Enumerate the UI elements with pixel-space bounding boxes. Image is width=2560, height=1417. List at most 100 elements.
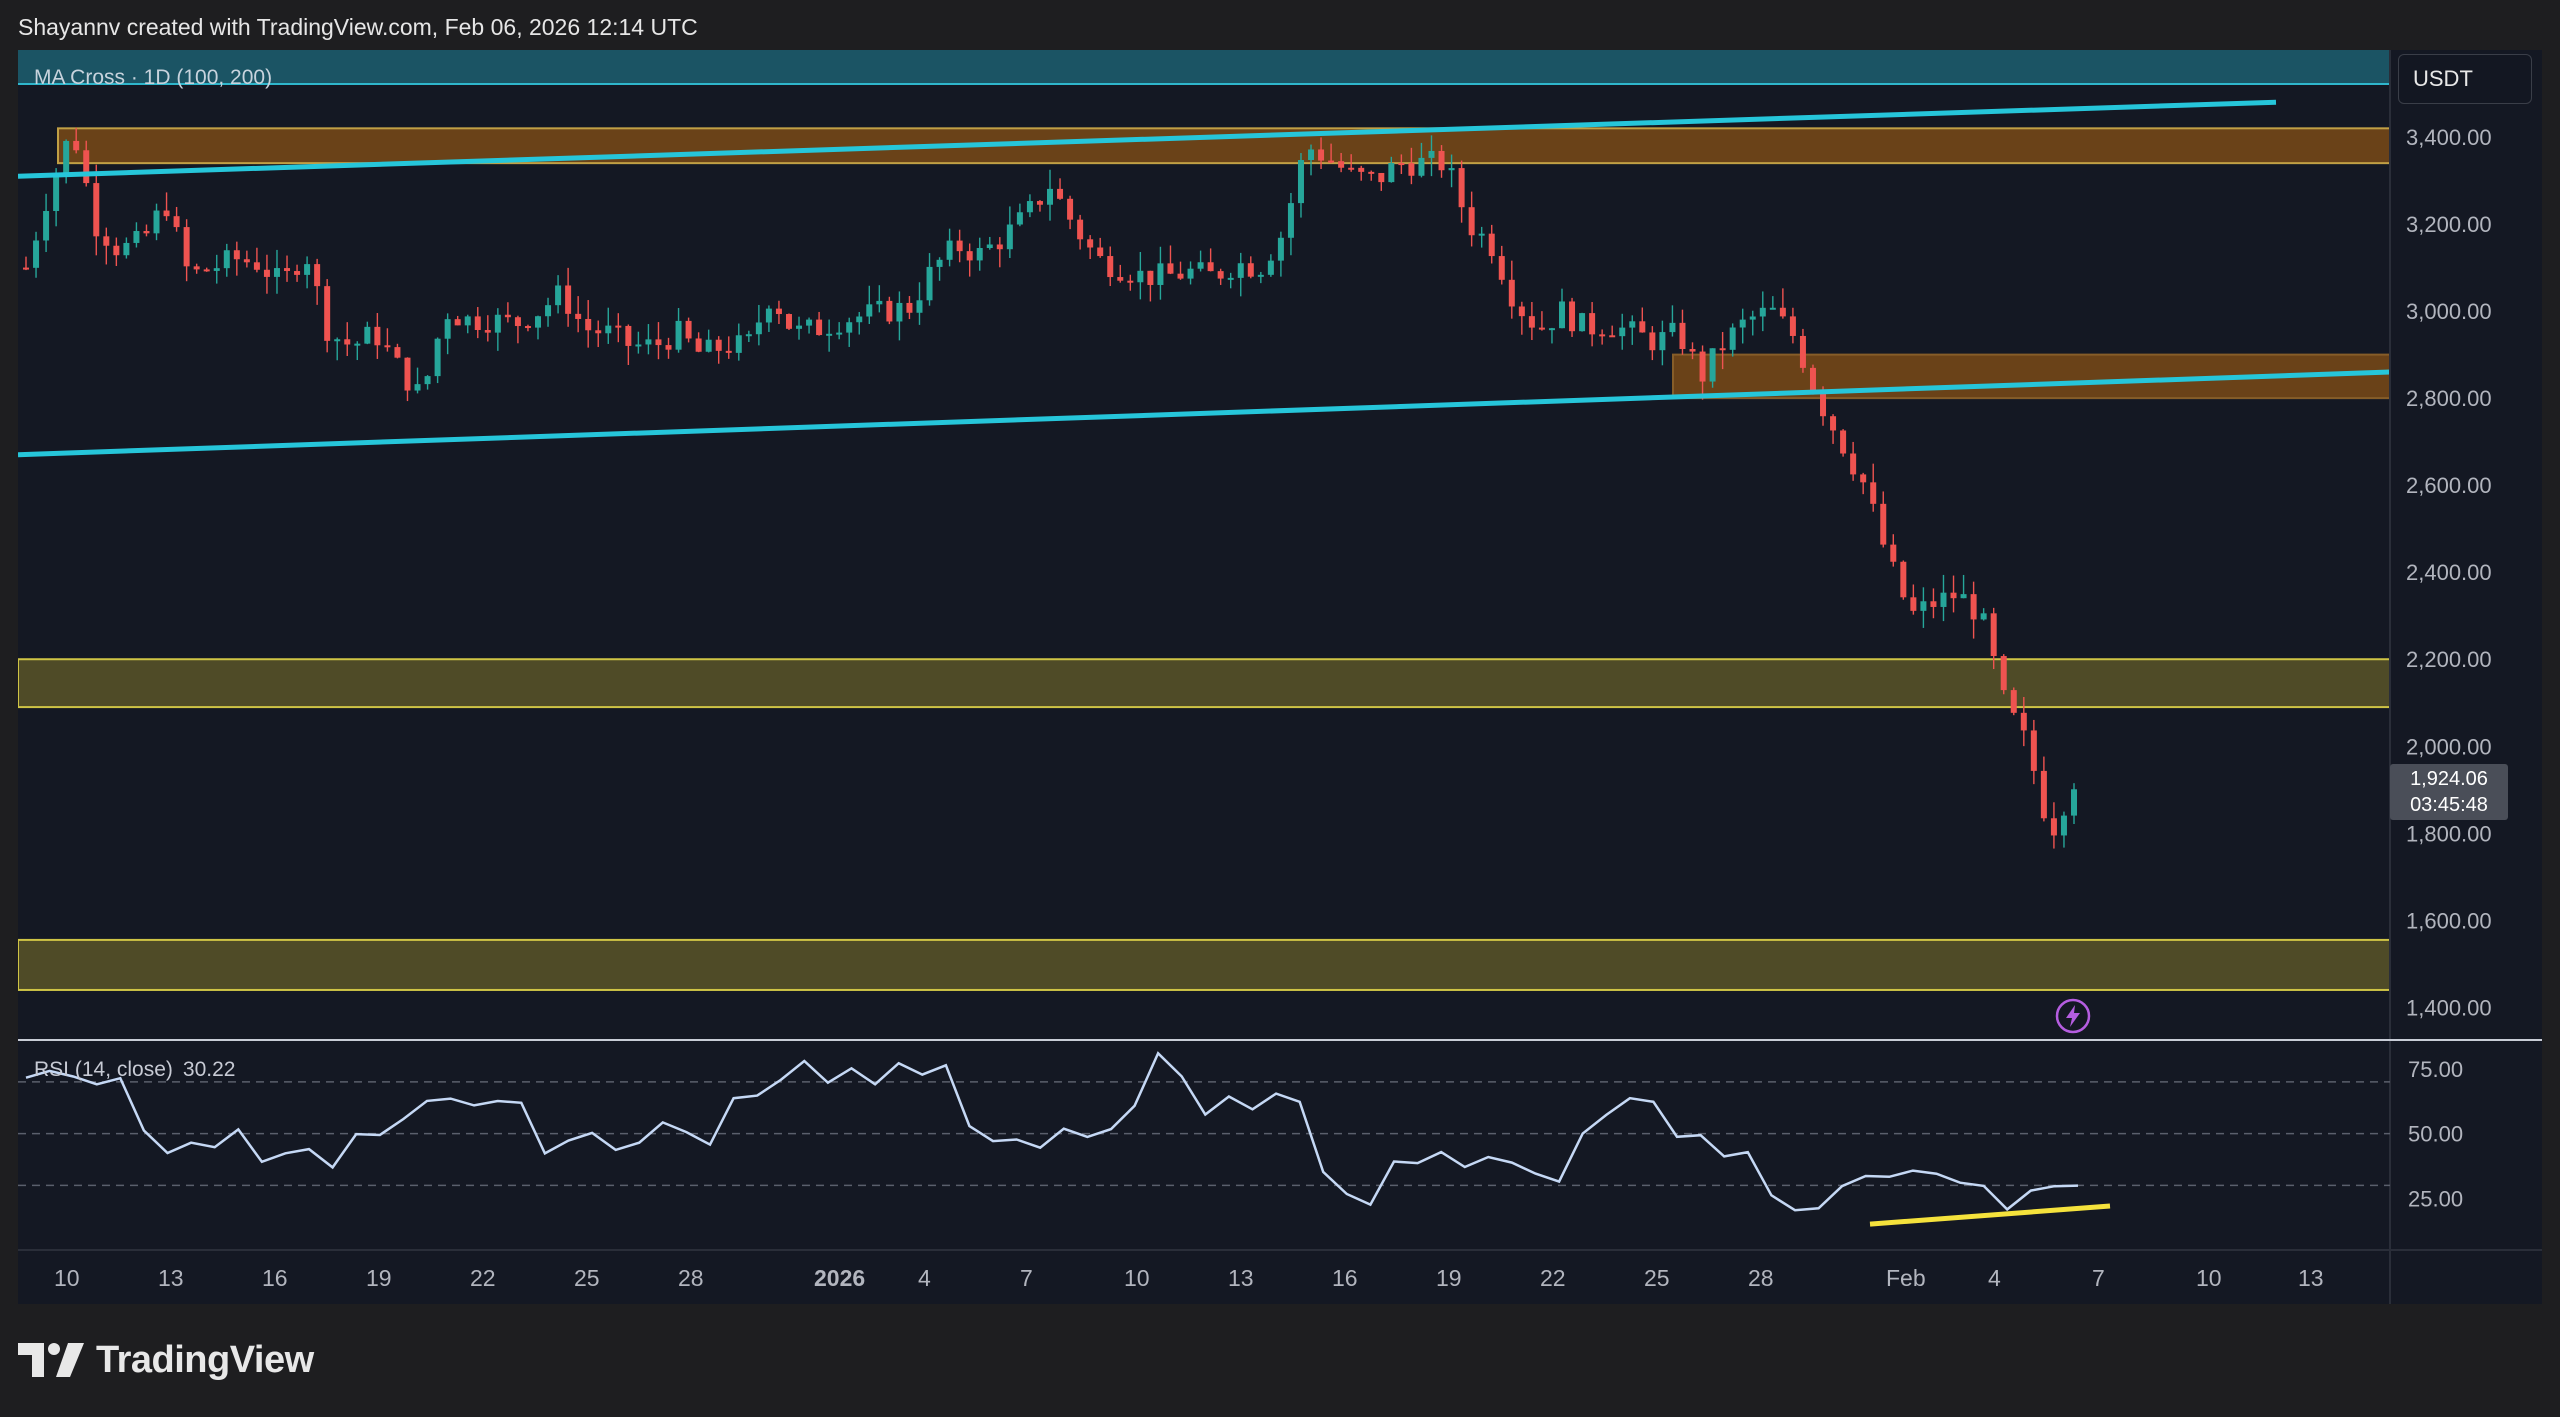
candle-body — [474, 316, 481, 331]
price-tick-label: 1,400.00 — [2406, 995, 2492, 1020]
time-tick-label: 13 — [158, 1265, 184, 1291]
candle-body — [193, 266, 200, 270]
candle-body — [1990, 613, 1997, 657]
candle-body — [785, 314, 792, 329]
last-price-tag: 1,924.06 03:45:48 — [2390, 764, 2508, 820]
ma-cross-legend[interactable]: MA Cross · 1D (100, 200) — [34, 66, 273, 89]
price-tick-label: 2,800.00 — [2406, 386, 2492, 411]
candle-body — [846, 322, 853, 333]
candle-body — [1036, 201, 1043, 205]
tradingview-footer-logo[interactable]: TradingView — [18, 1336, 314, 1384]
currency-selector[interactable]: USDT — [2398, 54, 2532, 104]
candle-body — [1679, 322, 1686, 350]
candle-body — [1860, 474, 1867, 483]
candle-body — [524, 326, 531, 329]
candle-body — [233, 250, 240, 260]
candle-body — [273, 268, 280, 277]
candle-body — [705, 339, 712, 352]
candle-body — [484, 330, 491, 333]
candle-body — [986, 244, 993, 249]
candle-body — [775, 308, 782, 315]
price-chart-svg[interactable]: 1,400.00 1,600.00 1,800.00 2,000.00 2,200.00… — [18, 50, 2542, 1304]
candle-body — [364, 326, 371, 344]
candle-body — [555, 285, 562, 306]
candle-body — [735, 335, 742, 353]
candle-body — [916, 300, 923, 313]
candle-body — [1759, 307, 1766, 317]
flash-icon[interactable] — [2054, 997, 2092, 1035]
candle-body — [514, 317, 521, 327]
top-band — [18, 50, 2390, 84]
candle-body — [1287, 203, 1294, 238]
time-tick-label: 7 — [2092, 1265, 2105, 1291]
candle-body — [1137, 270, 1144, 283]
candle-body — [1589, 313, 1596, 335]
candle-body — [1428, 150, 1435, 158]
candle-body — [1398, 163, 1405, 166]
candle-body — [1117, 277, 1124, 281]
candle-body — [1207, 262, 1214, 272]
candle-body — [1187, 268, 1194, 279]
candle-body — [685, 320, 692, 339]
candle-body — [946, 240, 953, 260]
candle-body — [1930, 601, 1937, 607]
candle-body — [1569, 301, 1576, 332]
candle-body — [324, 286, 331, 341]
candle-body — [1297, 160, 1304, 204]
candle-body — [464, 316, 471, 326]
candle-body — [1579, 313, 1586, 332]
candle-body — [1267, 260, 1274, 275]
candle-body — [1518, 306, 1525, 317]
rsi-tick-label: 50.00 — [2408, 1122, 2463, 1147]
candle-body — [976, 248, 983, 261]
candle-body — [2040, 770, 2047, 819]
candle-body — [2020, 712, 2027, 731]
candle-body — [1217, 271, 1224, 279]
candle-body — [354, 343, 361, 346]
candle-body — [806, 319, 813, 326]
candle-body — [1970, 594, 1977, 620]
chart-frame[interactable]: 1,400.00 1,600.00 1,800.00 2,000.00 2,200.00… — [18, 50, 2542, 1304]
candle-body — [1067, 198, 1074, 220]
candle-body — [966, 251, 973, 261]
candle-body — [565, 285, 572, 314]
candle-body — [1127, 280, 1134, 283]
rsi-line — [25, 1051, 2079, 1212]
candle-body — [765, 308, 772, 323]
rsi-legend[interactable]: RSI (14, close) 30.22 — [34, 1058, 235, 1082]
candle-body — [394, 347, 401, 358]
ma-200-line — [18, 369, 2391, 458]
candle-body — [896, 302, 903, 322]
candle-body — [655, 339, 662, 346]
candle-body — [836, 332, 843, 335]
candle-body — [203, 269, 210, 272]
candle-body — [1789, 316, 1796, 336]
time-tick-label: 4 — [918, 1265, 931, 1291]
candle-body — [1057, 188, 1064, 199]
candle-body — [1548, 328, 1555, 331]
candle-body — [1729, 327, 1736, 350]
candle-body — [1318, 149, 1325, 161]
candle-body — [153, 210, 160, 234]
candle-body — [866, 304, 873, 317]
candle-body — [113, 245, 120, 256]
candle-body — [1107, 256, 1114, 278]
rsi-legend-value: 30.22 — [182, 1058, 236, 1081]
time-tick-label: Feb — [1886, 1265, 1926, 1291]
candle-body — [876, 300, 883, 305]
candle-body — [826, 333, 833, 336]
candle-body — [936, 259, 943, 267]
candle-body — [23, 267, 29, 270]
candle-body — [796, 325, 803, 329]
candle-body — [314, 264, 321, 287]
candle-body — [1257, 274, 1264, 277]
price-tick-label: 1,800.00 — [2406, 821, 2492, 846]
candle-body — [2010, 690, 2017, 713]
candle-body — [1177, 273, 1184, 279]
candle-body — [1277, 237, 1284, 261]
candle-body — [213, 268, 220, 271]
candle-body — [414, 384, 421, 391]
candle-body — [906, 302, 913, 313]
time-tick-label: 19 — [1436, 1265, 1462, 1291]
candle-body — [996, 244, 1003, 250]
